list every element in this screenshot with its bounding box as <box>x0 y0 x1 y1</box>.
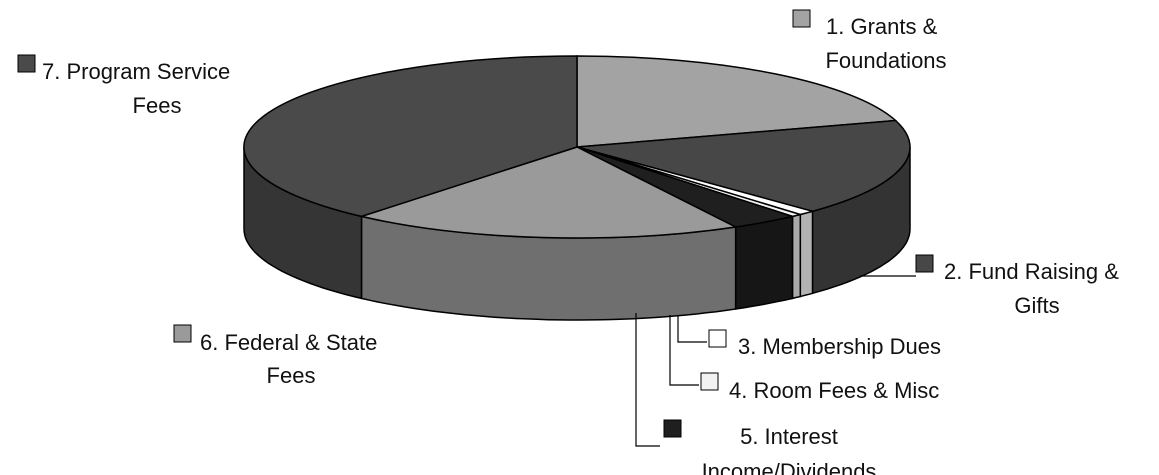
legend-item-3: 3. Membership Dues <box>708 329 941 359</box>
legend-label-5-line-1: 5. Interest <box>740 424 838 449</box>
legend-item-6: 6. Federal & State Fees <box>173 324 377 388</box>
legend-swatch-3 <box>708 329 727 348</box>
legend-item-2: 2. Fund Raising & Gifts <box>915 254 1119 318</box>
leader-line-3 <box>677 315 707 343</box>
legend-label-1-line-2: Foundations <box>825 48 946 73</box>
pie-slice-7 <box>243 55 578 218</box>
legend-label-7-line-1: 7. Program Service <box>42 59 230 84</box>
legend-label-7-line-2: Fees <box>133 93 182 118</box>
legend-swatch-7 <box>17 54 36 73</box>
leader-line-4 <box>669 315 699 386</box>
legend-swatch-6 <box>173 324 192 343</box>
pie-slice-2 <box>576 119 911 213</box>
legend-label-2-line-2: Gifts <box>1014 293 1059 318</box>
legend-label-3-line-1: 3. Membership Dues <box>738 334 941 359</box>
legend-label-4-line-1: 4. Room Fees & Misc <box>729 378 939 403</box>
pie-body <box>243 55 911 321</box>
pie-side-5 <box>734 215 794 310</box>
legend-item-1: 1. Grants & Foundations <box>792 9 947 73</box>
legend-label-6-line-2: Fees <box>267 363 316 388</box>
legend-item-4: 4. Room Fees & Misc <box>700 372 939 403</box>
legend-label-1-line-1: 1. Grants & <box>826 14 938 39</box>
slice-labels: 1. Grants & Foundations 2. Fund Raising & G… <box>17 9 1119 475</box>
legend-swatch-2 <box>915 254 934 273</box>
pie-slice-1 <box>576 55 898 148</box>
leader-lines <box>635 275 916 447</box>
pie-side-4 <box>791 213 802 300</box>
legend-label-6-line-1: 6. Federal & State <box>200 330 377 355</box>
legend-label-2-line-1: 2. Fund Raising & <box>944 259 1119 284</box>
legend-swatch-4 <box>700 372 719 391</box>
legend-item-7: 7. Program Service Fees <box>17 54 230 118</box>
legend-label-5-line-2: Income/Dividends <box>702 459 877 475</box>
legend-swatch-5 <box>663 419 682 438</box>
pie-side-3 <box>799 210 814 298</box>
legend-item-5: 5. Interest Income/Dividends <box>663 419 877 475</box>
legend-swatch-1 <box>792 9 811 28</box>
pie-slice-6 <box>358 146 739 239</box>
leader-line-5 <box>635 313 660 447</box>
